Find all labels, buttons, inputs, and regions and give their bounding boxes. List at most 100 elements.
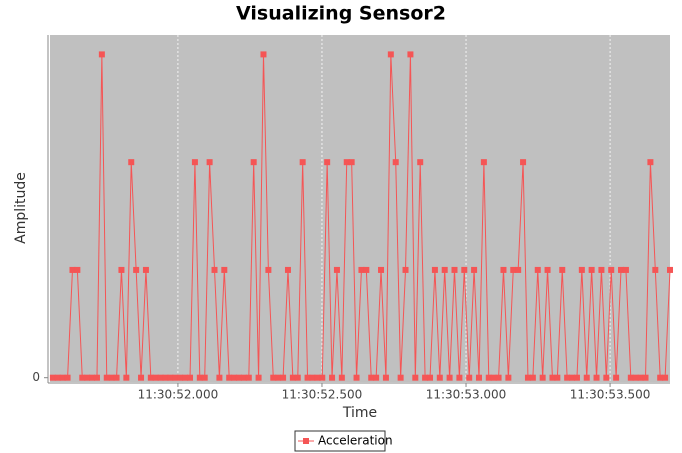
point xyxy=(245,374,252,381)
point xyxy=(348,159,355,166)
point xyxy=(466,374,473,381)
point xyxy=(294,374,301,381)
point xyxy=(378,266,385,273)
point xyxy=(221,266,228,273)
point xyxy=(187,374,194,381)
point xyxy=(603,374,610,381)
point xyxy=(441,266,448,273)
point xyxy=(471,266,478,273)
point xyxy=(118,266,125,273)
point xyxy=(598,266,605,273)
point xyxy=(324,159,331,166)
point xyxy=(363,266,370,273)
point xyxy=(304,374,311,381)
point xyxy=(427,374,434,381)
point xyxy=(490,374,497,381)
point xyxy=(201,374,208,381)
y-axis-label: Amplitude xyxy=(13,172,29,244)
point xyxy=(402,266,409,273)
point xyxy=(142,266,149,273)
point xyxy=(539,374,546,381)
point xyxy=(172,374,179,381)
point xyxy=(103,374,110,381)
point xyxy=(319,374,326,381)
point xyxy=(657,374,664,381)
point xyxy=(382,374,389,381)
point xyxy=(583,374,590,381)
point xyxy=(123,374,130,381)
point xyxy=(446,374,453,381)
point xyxy=(98,51,105,58)
point xyxy=(93,374,100,381)
point xyxy=(235,374,242,381)
point xyxy=(128,159,135,166)
point xyxy=(49,374,56,381)
point xyxy=(147,374,154,381)
point xyxy=(74,266,81,273)
point xyxy=(573,374,580,381)
point xyxy=(627,374,634,381)
point xyxy=(662,374,669,381)
point xyxy=(89,374,96,381)
point xyxy=(632,374,639,381)
legend-label: Acceleration xyxy=(318,434,393,448)
point xyxy=(613,374,620,381)
point xyxy=(280,374,287,381)
point xyxy=(265,266,272,273)
point xyxy=(240,374,247,381)
point xyxy=(84,374,91,381)
point xyxy=(524,374,531,381)
point xyxy=(588,266,595,273)
point xyxy=(167,374,174,381)
point xyxy=(260,51,267,58)
x-tick-label: 11:30:52.500 xyxy=(282,388,363,402)
point xyxy=(162,374,169,381)
chart-title: Visualizing Sensor2 xyxy=(236,3,446,25)
point xyxy=(387,51,394,58)
point xyxy=(79,374,86,381)
point xyxy=(329,374,336,381)
point xyxy=(431,266,438,273)
point xyxy=(206,159,213,166)
point xyxy=(520,159,527,166)
point xyxy=(544,266,551,273)
y-tick-label: 0 xyxy=(32,370,40,384)
point xyxy=(480,159,487,166)
point xyxy=(436,374,443,381)
point xyxy=(637,374,644,381)
point xyxy=(505,374,512,381)
point xyxy=(250,159,257,166)
point xyxy=(510,266,517,273)
point xyxy=(108,374,115,381)
point xyxy=(667,266,673,273)
point xyxy=(407,51,414,58)
point xyxy=(309,374,316,381)
point xyxy=(529,374,536,381)
legend-marker xyxy=(303,438,309,444)
x-tick-label: 11:30:52.000 xyxy=(138,388,219,402)
point xyxy=(358,266,365,273)
point xyxy=(177,374,184,381)
point xyxy=(397,374,404,381)
point xyxy=(549,374,556,381)
point xyxy=(593,374,600,381)
point xyxy=(299,159,306,166)
point xyxy=(475,374,482,381)
point xyxy=(196,374,203,381)
plot-area xyxy=(50,35,670,382)
point xyxy=(314,374,321,381)
point xyxy=(338,374,345,381)
point xyxy=(54,374,61,381)
point xyxy=(284,266,291,273)
point xyxy=(652,266,659,273)
point xyxy=(554,374,561,381)
point xyxy=(373,374,380,381)
point xyxy=(138,374,145,381)
legend xyxy=(294,430,386,452)
x-axis-label: Time xyxy=(342,405,377,421)
point xyxy=(608,266,615,273)
point xyxy=(59,374,66,381)
point xyxy=(461,266,468,273)
point xyxy=(422,374,429,381)
